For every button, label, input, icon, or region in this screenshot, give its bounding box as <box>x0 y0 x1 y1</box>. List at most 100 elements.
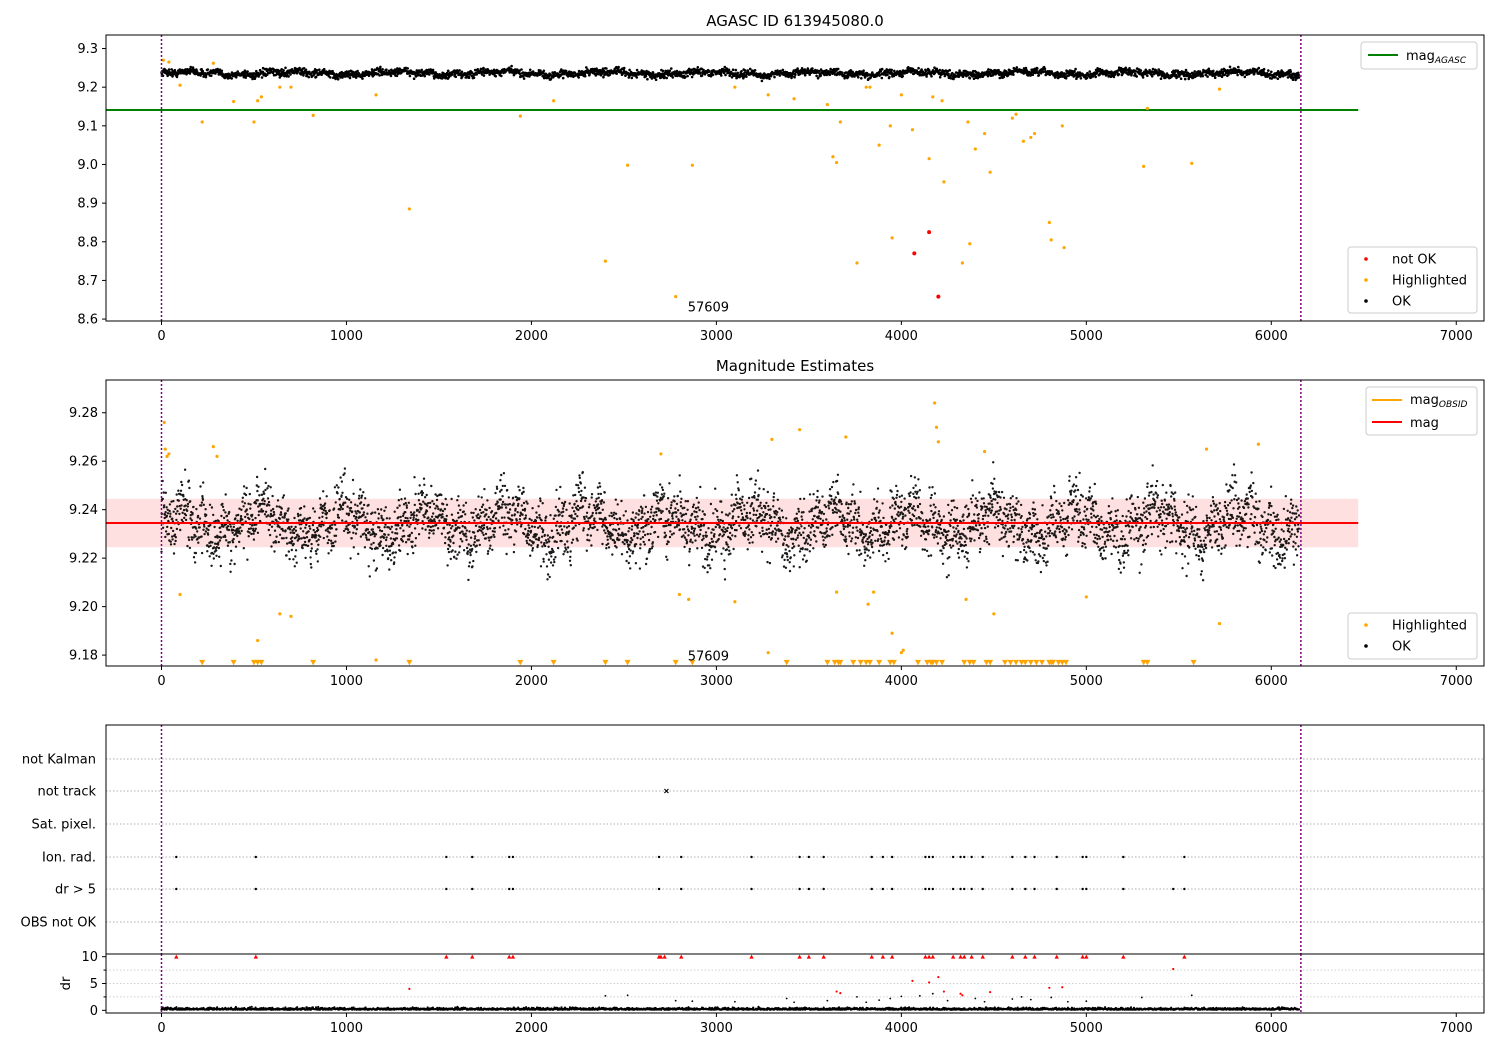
highlighted-point <box>766 651 770 655</box>
highlighted-below-range-marker <box>1001 659 1008 666</box>
flag-point <box>798 855 801 859</box>
highlighted-point <box>1060 124 1064 128</box>
highlighted-point <box>289 85 293 89</box>
highlighted-point <box>770 437 774 441</box>
flag-point <box>1085 855 1088 859</box>
highlighted-below-range-marker <box>824 659 831 666</box>
flag-point <box>1081 887 1084 891</box>
flag-point <box>511 887 515 891</box>
flag-point <box>1081 855 1084 859</box>
highlighted-point <box>890 631 894 635</box>
x-tick-label: 5000 <box>1070 674 1103 689</box>
y-tick-label: 8.8 <box>77 235 98 250</box>
flag-point <box>471 855 474 859</box>
flag-point <box>951 887 955 891</box>
flag-point <box>1172 887 1175 891</box>
flag-point <box>807 887 811 891</box>
flag-point <box>511 855 515 859</box>
flag-point <box>1033 855 1036 859</box>
y-tick-label: 9.3 <box>77 42 98 57</box>
x-tick-label: 5000 <box>1070 1021 1103 1036</box>
highlighted-point <box>872 590 876 594</box>
dr-point <box>983 1000 986 1003</box>
dr-red-point <box>408 987 411 990</box>
dr-clipped-marker <box>444 954 449 959</box>
flag-point <box>445 855 448 859</box>
x-tick-label: 3000 <box>700 1021 733 1036</box>
highlighted-point <box>1142 164 1146 169</box>
flag-point <box>1055 855 1058 859</box>
highlighted-below-range-marker <box>939 659 946 666</box>
legend-marker <box>1364 644 1368 648</box>
dr-point <box>856 996 858 998</box>
flag-row-label: dr > 5 <box>55 883 96 898</box>
dr-point <box>1011 998 1014 1000</box>
highlighted-point <box>211 445 215 449</box>
dr-clipped-marker <box>1032 954 1037 959</box>
dr-red-point <box>1048 986 1051 989</box>
ok-points <box>160 461 1301 582</box>
highlighted-point <box>200 120 204 124</box>
dr-clipped-marker <box>950 954 956 959</box>
highlighted-point <box>1204 447 1209 451</box>
highlighted-point <box>766 93 770 97</box>
highlighted-below-range-marker <box>1013 659 1020 666</box>
dr-point <box>974 997 977 1000</box>
dr-point <box>674 999 677 1002</box>
y-tick-label: 0 <box>90 1004 98 1019</box>
highlighted-point <box>899 93 903 97</box>
x-tick-label: 7000 <box>1440 1021 1473 1036</box>
y-tick-label: 9.0 <box>77 158 98 173</box>
highlighted-point <box>933 401 937 405</box>
dr-clipped-marker <box>1080 954 1085 959</box>
highlighted-point <box>626 163 630 167</box>
dr-clipped-marker <box>980 954 985 959</box>
y-tick-label: 9.18 <box>69 649 98 664</box>
flag-point <box>1033 887 1036 891</box>
highlighted-point <box>910 128 915 132</box>
dr-point <box>1029 998 1032 1001</box>
highlighted-point <box>844 435 848 439</box>
flag-row-label: not track <box>37 785 96 800</box>
highlighted-point <box>835 160 839 165</box>
flag-point <box>1122 855 1125 859</box>
highlighted-point <box>733 600 737 604</box>
highlighted-below-range-marker <box>1038 659 1045 666</box>
highlighted-below-range-marker <box>517 659 524 666</box>
highlighted-point <box>973 147 977 151</box>
flag-point <box>1183 855 1186 859</box>
flag-point <box>924 887 927 891</box>
legend-marker <box>1364 278 1368 282</box>
dr-point <box>865 1001 868 1004</box>
highlighted-point <box>659 452 663 456</box>
dr-red-point <box>942 990 945 993</box>
highlighted-below-range-marker <box>199 659 206 666</box>
highlighted-below-range-marker <box>857 659 864 666</box>
highlighted-below-range-marker <box>230 659 237 666</box>
y-tick-label: 9.28 <box>69 406 98 421</box>
dr-clipped-marker <box>923 954 928 959</box>
x-tick-label: 2000 <box>515 329 548 344</box>
legend-label: OK <box>1392 640 1411 655</box>
highlighted-point <box>1049 238 1053 242</box>
flag-point <box>175 855 178 859</box>
x-tick-label: 4000 <box>885 329 918 344</box>
flag-point <box>951 855 955 859</box>
highlighted-point <box>864 85 868 89</box>
highlighted-point <box>927 157 931 161</box>
legend-label: Highlighted <box>1392 619 1467 634</box>
flag-point <box>750 855 753 859</box>
highlighted-point <box>1021 139 1026 143</box>
dr-point <box>1020 996 1023 998</box>
highlighted-point <box>968 242 972 246</box>
plot-frame <box>105 379 1485 667</box>
dr-red-point <box>911 979 914 982</box>
flag-point <box>981 887 984 891</box>
highlighted-point <box>552 99 556 103</box>
flag-point <box>680 855 683 859</box>
flag-point <box>657 887 661 891</box>
highlighted-below-range-marker <box>1027 659 1034 666</box>
flag-point <box>970 887 973 891</box>
highlighted-point <box>211 61 215 65</box>
dr-clipped-marker <box>470 954 475 959</box>
